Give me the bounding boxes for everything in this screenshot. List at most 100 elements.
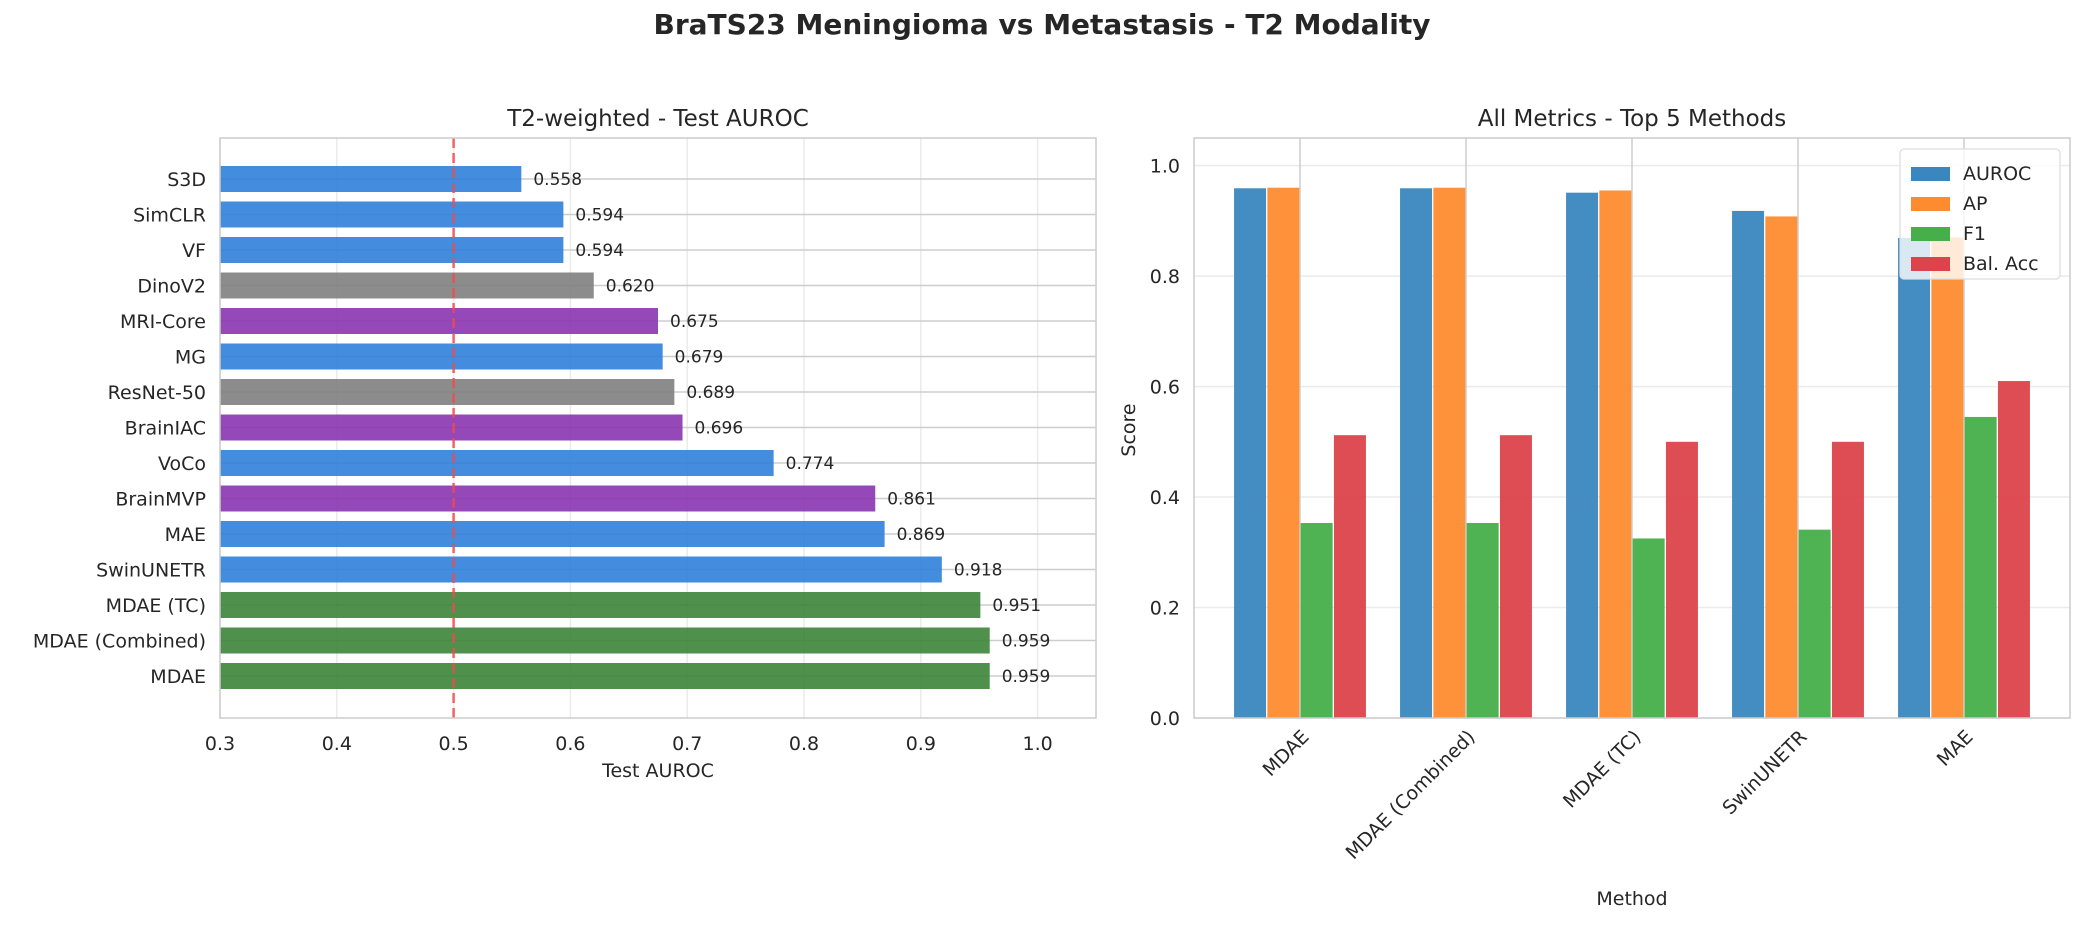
right-y-tick-label: 0.0 (1150, 708, 1180, 730)
left-bar (220, 485, 876, 512)
left-x-tick-label: 0.6 (555, 733, 585, 755)
left-category-label: MDAE (TC) (106, 595, 206, 617)
left-bar (220, 272, 594, 299)
left-category-label: ResNet-50 (108, 382, 206, 404)
left-bar-value-label: 0.959 (1002, 632, 1051, 652)
left-x-tick-label: 0.9 (906, 733, 936, 755)
left-bar (220, 627, 990, 654)
right-x-tick-label: MDAE (TC) (1559, 726, 1645, 812)
left-bar-value-label: 0.558 (533, 170, 582, 190)
left-bar-value-label: 0.959 (1002, 667, 1051, 687)
right-legend-swatch (1911, 197, 1950, 211)
right-x-tick-label: MAE (1933, 726, 1978, 771)
left-category-label: VF (182, 240, 206, 262)
left-x-tick-label: 0.8 (789, 733, 819, 755)
right-legend-box (1899, 148, 2061, 280)
left-bar-value-label: 0.918 (954, 561, 1003, 581)
left-bar (220, 592, 981, 618)
left-category-label: MRI-Core (120, 311, 206, 333)
right-legend-label: AUROC (1963, 163, 2031, 185)
right-y-tick-label: 1.0 (1150, 156, 1180, 178)
right-bar (1499, 435, 1532, 718)
left-category-label: SimCLR (133, 205, 206, 227)
left-bar-value-label: 0.951 (992, 596, 1041, 616)
right-bar (1997, 381, 2030, 718)
right-bar (1732, 210, 1765, 718)
left-bar (220, 343, 663, 370)
left-bar (220, 450, 774, 476)
left-bar (220, 237, 564, 263)
right-bar (1267, 187, 1300, 718)
right-bar (1632, 538, 1665, 718)
left-bar-value-label: 0.869 (897, 525, 946, 545)
right-bar (1599, 190, 1632, 718)
right-bar (1831, 441, 1864, 718)
right-chart-title: All Metrics - Top 5 Methods (1478, 106, 1787, 132)
left-bar (220, 379, 675, 405)
right-x-axis-label: Method (1596, 888, 1667, 910)
left-category-label: BrainMVP (115, 489, 206, 511)
right-y-tick-label: 0.4 (1150, 487, 1180, 509)
left-bar-value-label: 0.696 (695, 419, 744, 439)
left-category-label: SwinUNETR (96, 560, 206, 582)
right-x-tick-label: SwinUNETR (1718, 726, 1811, 819)
left-bar (220, 556, 942, 583)
right-bar (1300, 523, 1333, 718)
left-bar (220, 201, 564, 228)
left-x-axis-label: Test AUROC (601, 760, 714, 782)
right-legend-label: F1 (1963, 223, 1986, 245)
left-plot-frame (219, 137, 1097, 719)
left-bar-value-label: 0.861 (887, 490, 936, 510)
left-category-label: MDAE (Combined) (33, 631, 206, 653)
left-category-label: S3D (167, 169, 206, 191)
right-bar (1964, 416, 1997, 718)
left-bar (220, 166, 522, 192)
left-category-label: MG (175, 347, 206, 369)
right-legend-swatch (1911, 167, 1950, 181)
left-bar (220, 663, 990, 689)
right-bar (1765, 216, 1798, 718)
left-x-tick-label: 0.7 (672, 733, 702, 755)
right-x-tick-label: MDAE (Combined) (1342, 726, 1480, 864)
left-x-tick-label: 0.3 (205, 733, 235, 755)
right-y-tick-label: 0.2 (1150, 598, 1180, 620)
right-x-tick-label: MDAE (1259, 726, 1314, 781)
left-bar-value-label: 0.689 (686, 383, 735, 403)
left-bar-value-label: 0.594 (575, 241, 624, 261)
right-legend-swatch (1911, 257, 1950, 271)
left-category-label: BrainIAC (125, 418, 206, 440)
right-bar (1466, 523, 1499, 718)
right-y-tick-label: 0.8 (1150, 266, 1180, 288)
right-bar (1433, 187, 1466, 718)
left-bar-value-label: 0.594 (575, 206, 624, 226)
right-legend-label: Bal. Acc (1963, 253, 2039, 275)
left-x-tick-label: 1.0 (1022, 733, 1052, 755)
left-bar-value-label: 0.620 (606, 277, 655, 297)
right-bar (1333, 435, 1366, 718)
left-bar-value-label: 0.675 (670, 312, 719, 332)
left-x-tick-label: 0.4 (322, 733, 352, 755)
right-y-axis-label: Score (1118, 403, 1140, 456)
right-bar (1898, 237, 1931, 718)
right-bar (1798, 529, 1831, 718)
left-bar (220, 414, 683, 441)
left-bar (220, 308, 658, 334)
right-legend-label: AP (1963, 193, 1987, 215)
right-bar (1665, 441, 1698, 718)
left-category-label: VoCo (158, 453, 206, 475)
left-chart-title: T2-weighted - Test AUROC (506, 106, 809, 132)
right-bar (1234, 188, 1267, 718)
right-y-tick-label: 0.6 (1150, 377, 1180, 399)
left-category-label: DinoV2 (137, 276, 206, 298)
right-bar (1931, 237, 1964, 718)
left-bar-value-label: 0.774 (786, 454, 835, 474)
left-x-tick-label: 0.5 (438, 733, 468, 755)
left-bar (220, 521, 885, 547)
right-bar (1400, 188, 1433, 718)
right-bar (1566, 192, 1599, 718)
left-bar-value-label: 0.679 (675, 348, 724, 368)
figure-suptitle: BraTS23 Meningioma vs Metastasis - T2 Mo… (653, 8, 1431, 41)
left-category-label: MAE (165, 524, 206, 546)
